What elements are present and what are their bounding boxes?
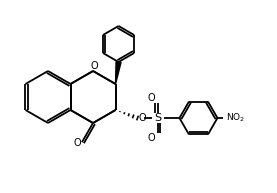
Text: NO$_2$: NO$_2$	[226, 112, 245, 124]
Text: S: S	[154, 113, 161, 123]
Text: O: O	[73, 138, 81, 148]
Text: O: O	[148, 93, 155, 103]
Polygon shape	[116, 62, 121, 84]
Text: O: O	[90, 61, 98, 71]
Text: O: O	[139, 113, 146, 123]
Text: O: O	[148, 133, 155, 143]
